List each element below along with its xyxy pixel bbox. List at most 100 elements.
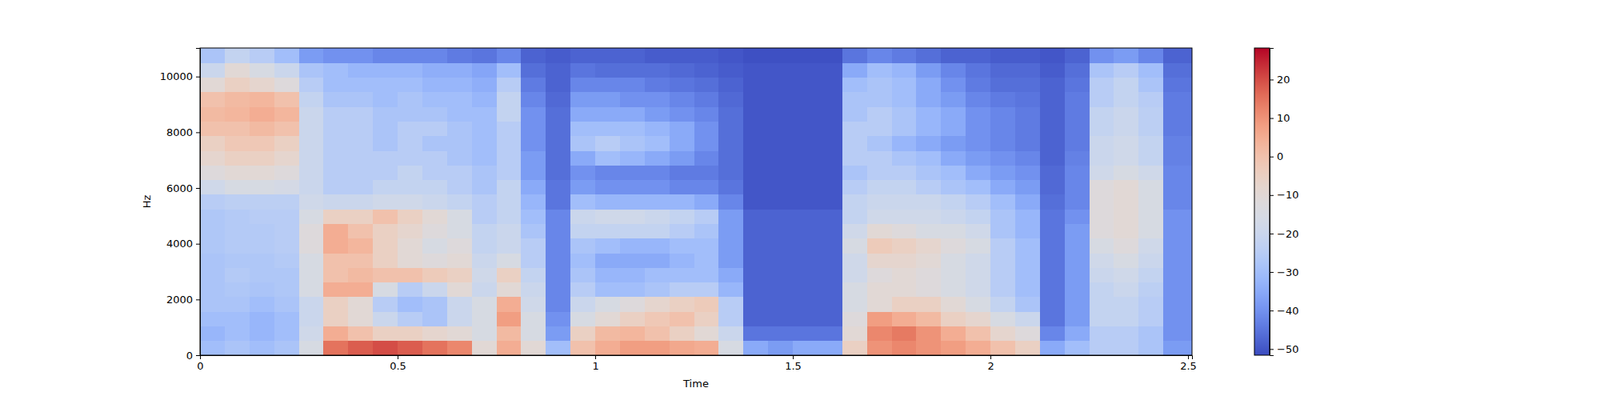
heatmap-cell (323, 62, 348, 78)
heatmap-cell (323, 120, 348, 136)
heatmap-cell (817, 208, 843, 224)
heatmap-cell (916, 150, 941, 166)
heatmap-cell (644, 267, 670, 283)
cells (200, 48, 1192, 356)
heatmap-cell (940, 223, 966, 239)
heatmap-cell (842, 92, 868, 108)
heatmap-cell (1040, 238, 1065, 254)
heatmap-cell (545, 77, 571, 93)
heatmap-cell (1064, 340, 1090, 356)
heatmap-cell (892, 62, 917, 78)
heatmap-cell (1163, 311, 1192, 327)
heatmap-cell (1064, 62, 1090, 78)
heatmap-cell (768, 48, 793, 64)
heatmap-cell (224, 282, 250, 298)
heatmap-cell (1113, 311, 1139, 327)
tick-label: 20 (1276, 73, 1291, 86)
heatmap-cell (372, 325, 398, 341)
heatmap-cell (718, 296, 744, 312)
heatmap-cell (1015, 252, 1040, 268)
heatmap-cell (397, 164, 423, 180)
heatmap-cell (867, 77, 892, 93)
tick-mark (595, 355, 596, 360)
heatmap-cell (990, 62, 1016, 78)
heatmap-cell (940, 136, 966, 152)
heatmap-cell (694, 325, 720, 341)
heatmap-cell (718, 223, 744, 239)
heatmap-cell (200, 164, 225, 180)
heatmap-cell (397, 296, 423, 312)
heatmap-cell (916, 62, 941, 78)
heatmap-cell (1089, 252, 1115, 268)
heatmap-cell (372, 106, 398, 122)
heatmap-cell (472, 120, 497, 136)
heatmap-cell (718, 77, 744, 93)
heatmap-cell (323, 223, 348, 239)
heatmap-cell (867, 120, 892, 136)
heatmap-cell (990, 48, 1016, 64)
heatmap-cell (867, 150, 892, 166)
heatmap-cell (817, 150, 843, 166)
heatmap-cell (916, 194, 941, 210)
heatmap-cell (397, 180, 423, 196)
heatmap-cell (867, 252, 892, 268)
heatmap-cell (1015, 267, 1040, 283)
tick-label: 0 (1276, 150, 1284, 163)
heatmap-cell (274, 106, 300, 122)
heatmap-cell (472, 164, 497, 180)
heatmap-cell (372, 282, 398, 298)
heatmap-cell (249, 223, 275, 239)
heatmap-cell (595, 282, 620, 298)
heatmap-cell (545, 325, 571, 341)
heatmap-cell (768, 296, 793, 312)
heatmap-cell (520, 120, 546, 136)
heatmap-cell (965, 252, 991, 268)
heatmap-cell (644, 92, 670, 108)
heatmap-cell (620, 223, 645, 239)
tick: 8000 (166, 126, 200, 139)
tick-mark (792, 355, 794, 360)
heatmap-cell (892, 136, 917, 152)
heatmap-cell (372, 150, 398, 166)
heatmap-cell (620, 106, 645, 122)
heatmap-cell (1138, 48, 1164, 64)
heatmap-cell (620, 296, 645, 312)
heatmap-cell (472, 267, 497, 283)
heatmap-cell (348, 48, 373, 64)
heatmap-cell (768, 282, 793, 298)
heatmap-cell (892, 106, 917, 122)
heatmap-cell (274, 92, 300, 108)
heatmap-cell (323, 48, 348, 64)
heatmap-cell (274, 267, 300, 283)
heatmap-cell (867, 62, 892, 78)
heatmap-cell (817, 282, 843, 298)
heatmap-cell (496, 282, 522, 298)
heatmap-cell (496, 325, 522, 341)
tick: 0.5 (389, 355, 407, 372)
tick-label: 1.5 (784, 360, 802, 372)
heatmap-cell (595, 77, 620, 93)
tick-mark (397, 355, 399, 360)
heatmap-cell (422, 48, 448, 64)
heatmap-cell (694, 282, 720, 298)
heatmap-cell (323, 136, 348, 152)
heatmap-cell (916, 180, 941, 196)
heatmap-cell (323, 180, 348, 196)
heatmap-cell (916, 164, 941, 180)
heatmap-cell (694, 208, 720, 224)
heatmap-cell (1089, 48, 1115, 64)
heatmap-cell (1064, 208, 1090, 224)
heatmap-cell (595, 311, 620, 327)
heatmap-cell (965, 48, 991, 64)
heatmap-cell (892, 208, 917, 224)
heatmap-cell (348, 150, 373, 166)
heatmap-cell (817, 194, 843, 210)
tick-label: 6000 (166, 182, 193, 195)
heatmap-cell (595, 120, 620, 136)
heatmap-cell (892, 267, 917, 283)
heatmap-cell (570, 325, 596, 341)
heatmap-cell (669, 77, 695, 93)
heatmap-cell (916, 48, 941, 64)
heatmap-cell (1064, 150, 1090, 166)
heatmap-cell (620, 325, 645, 341)
